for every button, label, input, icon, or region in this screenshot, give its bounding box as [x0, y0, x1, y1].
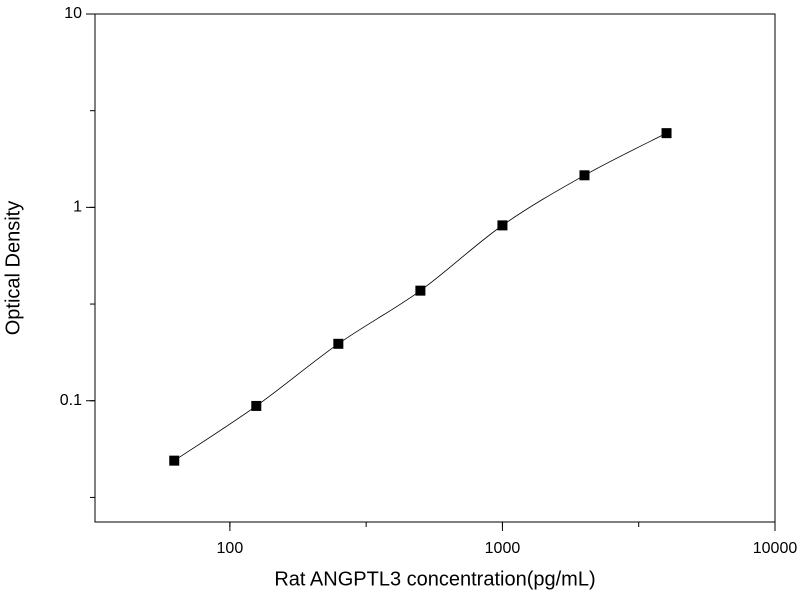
fit-curve	[174, 132, 667, 461]
y-tick-label: 1	[73, 199, 82, 216]
x-axis-title: Rat ANGPTL3 concentration(pg/mL)	[274, 568, 595, 590]
y-tick-label: 0.1	[60, 392, 82, 409]
data-point	[415, 285, 426, 296]
data-point	[333, 338, 344, 349]
data-point	[169, 455, 180, 466]
x-tick-label: 1000	[485, 540, 521, 557]
data-point	[497, 220, 508, 231]
x-tick-label: 10000	[753, 540, 798, 557]
data-point	[661, 128, 672, 139]
data-point	[251, 400, 262, 411]
data-point	[579, 170, 590, 181]
x-tick-label: 100	[217, 540, 244, 557]
y-tick-label: 10	[64, 5, 82, 22]
y-axis-title: Optical Density	[2, 201, 24, 336]
plot-frame	[94, 13, 776, 523]
